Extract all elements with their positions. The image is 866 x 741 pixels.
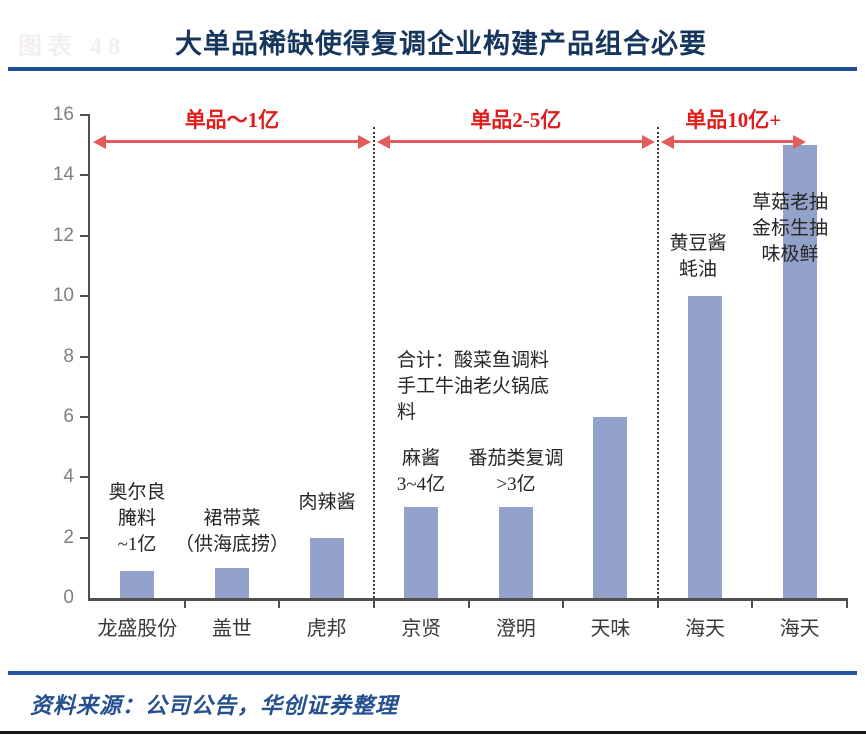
section-label: 单品～1亿 bbox=[184, 108, 280, 132]
y-axis-tick bbox=[80, 234, 90, 237]
x-axis-label: 京贤 bbox=[401, 618, 442, 640]
source-note: 资料来源：公司公告，华创证券整理 bbox=[30, 693, 399, 718]
section-label: 单品2-5亿 bbox=[470, 108, 562, 132]
chart-title: 大单品稀缺使得复调企业构建产品组合必要 bbox=[175, 29, 707, 59]
x-axis-label: 虎邦 bbox=[306, 618, 347, 640]
x-axis-tick bbox=[372, 598, 375, 608]
section-divider bbox=[372, 127, 375, 598]
y-axis-tick-label: 2 bbox=[63, 526, 74, 548]
y-axis-tick bbox=[80, 174, 90, 177]
bar bbox=[498, 507, 533, 598]
y-axis-tick bbox=[80, 476, 90, 479]
bar-annotation: 草菇老抽 金标生抽 味极鲜 bbox=[751, 192, 828, 265]
x-axis-tick bbox=[183, 598, 186, 608]
x-axis-label: 龙盛股份 bbox=[97, 618, 178, 640]
range-arrow bbox=[660, 134, 806, 149]
bar-annotation: 裙带菜 （供海底捞） bbox=[174, 508, 289, 555]
y-axis-tick bbox=[80, 295, 90, 298]
y-axis-tick bbox=[80, 355, 90, 358]
section-divider bbox=[656, 127, 659, 598]
bar bbox=[782, 145, 817, 598]
y-axis-tick bbox=[80, 536, 90, 539]
x-axis-label: 海天 bbox=[779, 618, 820, 640]
x-axis-tick bbox=[656, 598, 659, 608]
y-axis-labels: 0 2 4 6 8 10 12 14 16 bbox=[28, 104, 74, 608]
range-arrow bbox=[93, 134, 371, 149]
y-axis-tick bbox=[80, 114, 90, 116]
bar-annotation: 奥尔良 腌料 ~1亿 bbox=[108, 482, 166, 555]
range-arrow bbox=[376, 134, 655, 149]
y-axis-tick-label: 10 bbox=[52, 285, 74, 307]
y-axis-tick-label: 14 bbox=[52, 164, 74, 186]
bar-annotation: 番茄类复调 >3亿 bbox=[468, 448, 564, 495]
bar-annotation: 肉辣酱 bbox=[298, 492, 356, 513]
x-axis-label: 天味 bbox=[590, 618, 631, 640]
bar bbox=[309, 537, 344, 598]
y-axis-tick-label: 8 bbox=[63, 345, 74, 367]
x-axis-tick bbox=[751, 598, 754, 608]
y-axis-tick-label: 16 bbox=[52, 104, 74, 125]
bar bbox=[214, 567, 249, 598]
y-axis-tick-label: 0 bbox=[63, 587, 74, 608]
section-label: 单品10亿+ bbox=[685, 108, 782, 132]
y-axis-tick-label: 4 bbox=[63, 466, 74, 488]
bar-annotation: 黄豆酱 蚝油 bbox=[669, 233, 727, 280]
x-axis-tick bbox=[467, 598, 470, 608]
title-divider bbox=[8, 67, 857, 71]
x-axis-label: 盖世 bbox=[211, 618, 252, 640]
x-axis-tick bbox=[846, 598, 848, 608]
bar-annotation: 麻酱 3~4亿 bbox=[396, 448, 446, 495]
x-axis-tick bbox=[562, 598, 565, 608]
y-axis-tick-label: 12 bbox=[52, 224, 74, 246]
x-axis-label: 海天 bbox=[685, 618, 726, 640]
bar bbox=[404, 507, 439, 598]
bar bbox=[688, 296, 723, 598]
bar-annotation: 合计：酸菜鱼调料 手工牛油老火锅底 料 bbox=[397, 350, 550, 423]
x-axis-tick bbox=[278, 598, 281, 608]
page-bottom-border bbox=[0, 731, 866, 734]
bar bbox=[120, 570, 155, 598]
y-axis-tick bbox=[80, 415, 90, 418]
bar bbox=[593, 416, 628, 598]
x-axis-label: 澄明 bbox=[495, 618, 536, 640]
y-axis-tick-label: 6 bbox=[63, 405, 74, 427]
plot-area: 龙盛股份 盖世 虎邦 京贤 澄明 天味 海天 海天 单品～1亿 单品2-5亿 单品10亿+ 奥尔良 腌… bbox=[80, 108, 848, 640]
footer-divider bbox=[8, 671, 857, 675]
figure-caption-faint: 图表 48 bbox=[18, 34, 126, 60]
